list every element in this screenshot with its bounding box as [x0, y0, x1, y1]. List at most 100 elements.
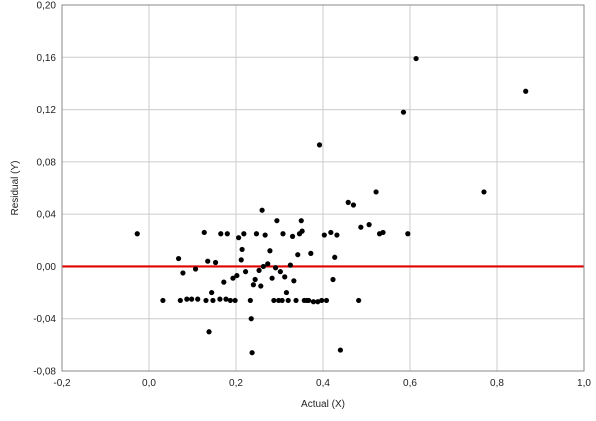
data-point: [250, 282, 256, 288]
data-point: [523, 88, 529, 94]
data-point: [279, 297, 285, 304]
data-point: [269, 275, 275, 281]
data-point: [238, 257, 244, 263]
data-point: [285, 297, 291, 304]
data-point: [310, 299, 317, 305]
data-point: [223, 296, 229, 302]
data-point: [210, 297, 216, 304]
data-point: [283, 289, 290, 296]
data-point: [236, 235, 242, 241]
data-point: [262, 232, 268, 238]
data-point: [356, 297, 362, 304]
y-tick-label: 0,20: [37, 1, 57, 12]
data-point: [252, 276, 258, 283]
data-point: [337, 347, 343, 353]
x-tick-label: 0,6: [403, 378, 417, 389]
data-point: [413, 55, 419, 62]
data-point: [242, 269, 249, 275]
data-point: [192, 266, 199, 272]
x-tick-label: 0,8: [490, 378, 504, 389]
data-point: [308, 250, 314, 256]
y-tick-label: 0,16: [37, 53, 57, 64]
data-point: [258, 283, 264, 289]
data-point: [316, 142, 323, 148]
y-tick-label: 0,00: [37, 262, 57, 273]
data-point: [221, 279, 227, 285]
data-point: [248, 316, 254, 322]
y-tick-label: -0,04: [33, 314, 56, 325]
y-tick-label: 0,04: [37, 210, 57, 221]
data-point: [160, 297, 166, 304]
data-point: [280, 231, 286, 237]
data-point: [247, 297, 253, 304]
data-point: [239, 246, 245, 253]
data-point: [224, 231, 230, 237]
data-point: [227, 297, 233, 304]
data-point: [205, 258, 211, 264]
data-point: [306, 297, 312, 304]
data-point: [287, 262, 293, 268]
data-point: [212, 259, 219, 266]
data-point: [298, 218, 304, 224]
data-point: [272, 265, 279, 271]
data-point: [180, 270, 186, 276]
tick-labels: -0,2 0,0 0,2 0,4 0,6 0,8 1,0 -0,08 -0,04 0,00 0,04…: [33, 1, 591, 390]
data-point: [332, 254, 338, 260]
data-point: [299, 228, 305, 234]
data-point: [315, 299, 321, 305]
x-tick-label: 0,0: [142, 378, 156, 389]
x-axis-label: Actual (X): [301, 399, 345, 410]
data-point: [330, 276, 336, 283]
data-point: [203, 297, 209, 304]
data-point: [366, 222, 372, 228]
data-point: [282, 274, 288, 280]
data-point: [373, 189, 379, 195]
data-point: [259, 207, 265, 213]
data-point: [400, 109, 407, 115]
data-point: [293, 297, 299, 304]
data-point: [253, 231, 260, 237]
data-point: [232, 297, 238, 304]
data-point: [234, 272, 240, 279]
data-point: [230, 275, 236, 281]
x-tick-label: 1,0: [577, 378, 591, 389]
data-point: [405, 231, 411, 237]
data-point: [291, 278, 297, 284]
x-tick-label: -0,2: [53, 378, 71, 389]
data-point: [189, 296, 195, 302]
data-point: [295, 252, 301, 258]
data-point: [265, 261, 271, 267]
data-point: [319, 297, 325, 304]
data-point: [249, 350, 255, 356]
data-point: [345, 199, 351, 205]
y-tick-label: -0,08: [33, 367, 56, 378]
data-point: [175, 255, 182, 262]
data-point: [217, 296, 223, 302]
data-point: [380, 229, 386, 236]
data-point: [321, 232, 327, 238]
data-point: [134, 231, 140, 237]
data-point: [323, 297, 330, 304]
plot-frame: [61, 4, 585, 372]
x-tick-label: 0,4: [316, 378, 330, 389]
data-point: [241, 231, 247, 237]
data-points: [134, 55, 529, 356]
y-axis-label: Residual (Y): [10, 160, 21, 215]
data-point: [481, 189, 487, 195]
data-point: [277, 269, 283, 275]
x-tick-label: 0,2: [229, 378, 243, 389]
data-point: [195, 296, 201, 302]
data-point: [218, 231, 224, 237]
data-point: [184, 296, 190, 302]
data-point: [260, 263, 267, 270]
y-tick-label: 0,12: [37, 105, 57, 116]
data-point: [209, 289, 215, 296]
data-point: [350, 202, 357, 208]
data-point: [256, 267, 262, 273]
data-point: [274, 218, 280, 224]
data-point: [177, 297, 183, 304]
grid: [61, 4, 585, 372]
data-point: [267, 248, 273, 254]
